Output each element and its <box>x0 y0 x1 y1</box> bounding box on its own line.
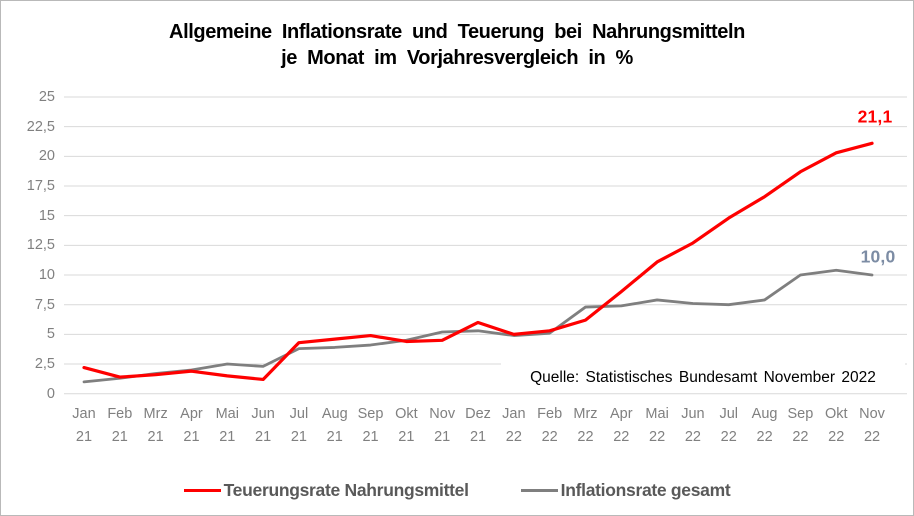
x-tick-label: Jun 22 <box>681 406 705 445</box>
x-tick-label: Apr 21 <box>180 406 203 445</box>
x-tick-label: Aug 22 <box>751 406 778 445</box>
x-tick-label: Jun 21 <box>251 406 275 445</box>
x-tick-label: Mrz 22 <box>573 406 598 445</box>
x-tick-label: Mai 22 <box>645 406 669 445</box>
y-tick-label: 10 <box>38 267 55 284</box>
x-tick-label: Jul 21 <box>289 406 309 445</box>
overall-series-end-value-label: 10,0 <box>860 246 896 267</box>
y-tick-label: 17,5 <box>26 178 55 194</box>
overall-line-swatch-icon <box>520 489 558 492</box>
x-tick-label: Nov 21 <box>429 406 456 445</box>
x-tick-label: Apr 22 <box>610 406 633 445</box>
y-tick-label: 2,5 <box>34 356 55 373</box>
x-tick-label: Mai 21 <box>215 406 239 445</box>
chart-title-line1: Allgemeine Inflationsrate und Teuerung b… <box>169 21 745 43</box>
legend-label-food: Teuerungsrate Nahrungsmittel <box>223 480 469 500</box>
x-tick-label: Feb 21 <box>107 406 133 445</box>
y-tick-label: 15 <box>38 207 55 224</box>
x-tick-label: Nov 22 <box>859 406 885 445</box>
y-tick-label: 25 <box>38 89 55 105</box>
line-series-teuerungsrate-nahrungsmittel <box>82 141 874 382</box>
line-series-inflationsrate-gesamt <box>82 268 874 384</box>
x-tick-label: Okt 22 <box>824 406 848 445</box>
x-tick-label: Feb 22 <box>537 406 563 445</box>
source-note: Quelle: Statistisches Bundesamt November… <box>501 362 905 393</box>
y-tick-label: 0 <box>46 385 55 402</box>
y-tick-label: 20 <box>38 148 55 165</box>
y-tick-label: 5 <box>46 326 55 343</box>
chart-title: Allgemeine Inflationsrate und Teuerung b… <box>1 19 913 71</box>
x-tick-label: Mrz 21 <box>143 406 168 445</box>
x-tick-label: Jan 21 <box>72 406 96 445</box>
x-tick-label: Sep 22 <box>787 406 814 445</box>
x-tick-label: Jul 22 <box>719 406 739 445</box>
legend-item-food: Teuerungsrate Nahrungsmittel <box>183 480 469 501</box>
x-tick-label: Dez 21 <box>465 406 491 445</box>
y-tick-label: 22,5 <box>26 118 55 135</box>
y-tick-label: 7,5 <box>34 296 55 313</box>
food-line-swatch-icon <box>183 489 221 492</box>
legend: Teuerungsrate Nahrungsmittel Inflationsr… <box>1 480 913 501</box>
x-tick-label: Sep 21 <box>357 406 384 445</box>
x-tick-label: Aug 21 <box>321 406 348 445</box>
x-tick-label: Okt 21 <box>395 406 418 445</box>
y-tick-label: 12,5 <box>26 237 55 254</box>
x-tick-label: Jan 22 <box>502 406 526 445</box>
legend-label-overall: Inflationsrate gesamt <box>560 480 731 500</box>
food-series-end-value-label: 21,1 <box>857 106 893 127</box>
legend-item-overall: Inflationsrate gesamt <box>520 480 731 501</box>
chart-title-line2: je Monat im Vorjahresvergleich in % <box>281 47 633 69</box>
